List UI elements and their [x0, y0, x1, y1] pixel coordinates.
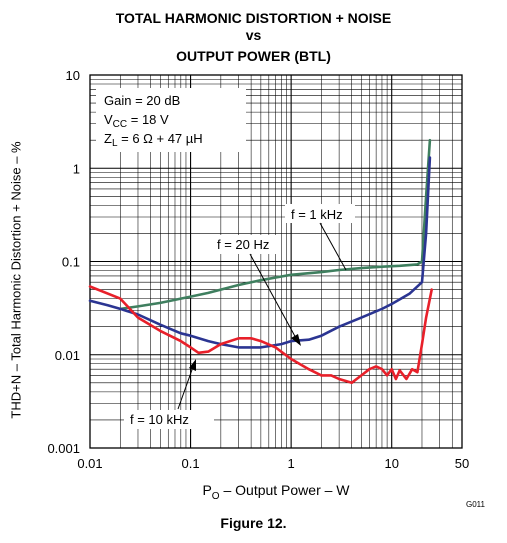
- condition-vcc-value: = 18 V: [127, 112, 169, 127]
- label-10khz-leader: [177, 366, 194, 410]
- x-tick-label: 0.01: [77, 456, 102, 471]
- label-10khz-box: [124, 410, 214, 429]
- y-tick-label: 0.1: [62, 255, 80, 270]
- series-line-f-1-khz: [119, 138, 432, 311]
- condition-vcc: VCC = 18 V: [104, 112, 169, 130]
- chart-title-line-2: vs: [245, 27, 262, 43]
- figure-caption: Figure 12.: [220, 515, 287, 531]
- x-tick-label: 0.1: [182, 456, 200, 471]
- x-tick-label: 10: [384, 456, 398, 471]
- x-axis-label-text: – Output Power – W: [219, 482, 350, 498]
- data-series: [88, 138, 433, 385]
- x-axis-label-subscript: O: [211, 490, 220, 502]
- condition-zl-symbol: Z: [104, 131, 112, 146]
- y-tick-label: 0.001: [47, 441, 80, 456]
- condition-zl: ZL = 6 Ω + 47 µH: [104, 131, 203, 149]
- label-10khz-arrowhead: [189, 359, 196, 371]
- series-line-f-20-hz: [88, 156, 432, 349]
- series-labels: f = 1 kHz f = 20 Hz f = 10 kHz: [124, 204, 355, 429]
- chart-title-line-3: OUTPUT POWER (BTL): [176, 48, 331, 64]
- condition-zl-subscript: L: [112, 138, 118, 149]
- series-line-f-10-khz: [88, 285, 433, 385]
- label-20hz-box: [212, 235, 276, 254]
- condition-vcc-symbol: V: [104, 112, 113, 127]
- label-20hz-leader: [249, 253, 298, 341]
- y-axis-label: THD+N – Total Harmonic Distortion + Nois…: [8, 141, 24, 419]
- plot-frame: [89, 74, 463, 449]
- x-axis-label-p: P: [202, 482, 212, 498]
- x-axis-label: PO – Output Power – W: [90, 482, 462, 502]
- graphic-code: G011: [466, 500, 485, 509]
- x-tick-label: 1: [288, 456, 295, 471]
- y-tick-label: 1: [73, 161, 80, 176]
- label-1khz-leader: [319, 222, 347, 271]
- y-tick-label: 0.01: [55, 348, 80, 363]
- label-20hz-arrowhead: [291, 334, 301, 346]
- conditions-box: Gain = 20 dB VCC = 18 V ZL = 6 Ω + 47 µH: [96, 88, 246, 152]
- y-tick-label: 10: [66, 68, 80, 83]
- label-20hz: f = 20 Hz: [217, 237, 269, 252]
- conditions-box-background: [96, 88, 246, 152]
- x-tick-label: 50: [455, 456, 469, 471]
- condition-gain: Gain = 20 dB: [104, 93, 180, 108]
- chart-title-line-1: TOTAL HARMONIC DISTORTION + NOISE: [115, 10, 392, 26]
- label-10khz: f = 10 kHz: [130, 412, 189, 427]
- label-1khz: f = 1 kHz: [291, 207, 343, 222]
- condition-zl-value: = 6 Ω + 47 µH: [118, 131, 203, 146]
- condition-vcc-subscript: CC: [113, 119, 127, 130]
- label-1khz-box: [285, 204, 355, 223]
